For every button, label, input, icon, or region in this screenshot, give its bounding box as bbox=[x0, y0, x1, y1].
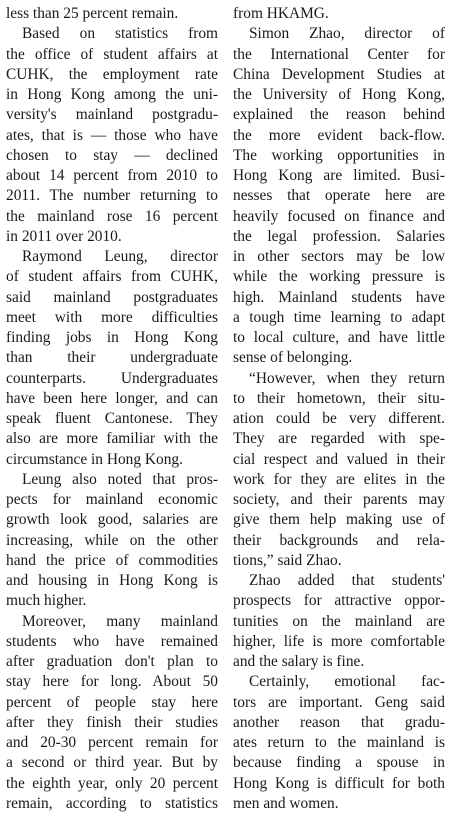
article-text-line: tors are important. Geng said bbox=[233, 693, 445, 711]
article-text-line: sense of belonging. bbox=[233, 349, 353, 367]
article-text-line: ation could be very different. bbox=[233, 410, 445, 427]
article-text-line: Based on statistics from bbox=[22, 25, 218, 43]
article-text-line: hand the price of commodities bbox=[6, 551, 218, 569]
article-text-line: versity's mainland postgradu- bbox=[6, 106, 218, 124]
article-text-line: Simon Zhao, director of bbox=[249, 25, 445, 43]
newspaper-article-page: less than 25 percent remain. Based on sta… bbox=[6, 5, 445, 812]
article-text-line: the University of Hong Kong, bbox=[233, 86, 445, 103]
article-text-line: than their undergraduate bbox=[6, 349, 218, 367]
article-text-line: in Hong Kong among the uni- bbox=[6, 86, 218, 103]
article-text-line: and 20-30 percent remain for bbox=[6, 734, 218, 751]
article-text-line: to their hometown, their situ- bbox=[233, 389, 445, 407]
article-text-line: cial respect and valued in their bbox=[233, 450, 445, 468]
article-text-line: higher, life is more comfortable bbox=[233, 632, 445, 650]
article-text-line: circumstance in Hong Kong. bbox=[6, 450, 183, 468]
article-text-line: Moreover, many mainland bbox=[22, 612, 218, 630]
article-text-line: remain, according to statistics bbox=[6, 794, 218, 812]
article-text-line: to local culture, and have little bbox=[233, 329, 445, 346]
article-text-line: 2011. The number returning to bbox=[6, 187, 218, 205]
article-text-line: the eighth year, only 20 percent bbox=[6, 774, 218, 792]
article-text-line: about 14 percent from 2010 to bbox=[6, 167, 218, 184]
article-text-line: pects for mainland economic bbox=[6, 491, 218, 508]
article-text-line: of student affairs from CUHK, bbox=[6, 268, 218, 286]
article-text-line: counterparts. Undergraduates bbox=[6, 369, 218, 387]
article-text-line: Leung also noted that pros- bbox=[22, 470, 218, 488]
article-text-line: Zhao added that students' bbox=[249, 572, 445, 589]
article-text-line: high. Mainland students have bbox=[233, 288, 445, 306]
article-column-right: from HKAMG. Simon Zhao, director of the In… bbox=[233, 4, 445, 814]
article-text-line: They are regarded with spe- bbox=[233, 430, 445, 448]
article-text-line: because finding a spouse in bbox=[233, 754, 445, 772]
article-text-line: finding jobs in Hong Kong bbox=[6, 329, 218, 346]
article-text-line: ates return to the mainland is bbox=[233, 734, 445, 751]
article-text-line: after graduation don't plan to bbox=[6, 653, 218, 670]
article-text-line: tions,” said Zhao. bbox=[233, 551, 342, 569]
article-text-line: in 2011 over 2010. bbox=[6, 227, 122, 245]
article-text-line: the office of student affairs at bbox=[6, 45, 218, 63]
article-text-line: increasing, while on the other bbox=[6, 531, 218, 549]
article-text-line: have been here longer, and can bbox=[6, 389, 218, 407]
article-text-line: men and women. bbox=[233, 794, 339, 812]
article-text-line: Raymond Leung, director bbox=[22, 248, 218, 265]
article-text-line: work for they are elites in the bbox=[233, 470, 445, 488]
article-text-line: in other sectors may be low bbox=[233, 248, 445, 265]
article-text-line: growth look good, salaries are bbox=[6, 511, 218, 529]
article-text-line: Hong Kong is difficult for both bbox=[233, 774, 445, 792]
article-text-line: and the salary is fine. bbox=[233, 653, 365, 670]
article-text-line: less than 25 percent remain. bbox=[6, 5, 179, 22]
article-text-line: give them help making use of bbox=[233, 511, 445, 529]
article-text-line: students who have remained bbox=[6, 632, 218, 650]
article-text-line: nesses that operate here are bbox=[233, 187, 445, 205]
article-text-line: also are more familiar with the bbox=[6, 430, 218, 448]
article-text-line: from HKAMG. bbox=[233, 5, 329, 22]
article-text-line: stay here for long. About 50 bbox=[6, 673, 218, 691]
article-text-line: prospects for attractive oppor- bbox=[233, 592, 445, 610]
article-text-line: speak fluent Cantonese. They bbox=[6, 410, 218, 427]
article-text-line: the International Center for bbox=[233, 45, 445, 63]
article-text-line: ates, that is — those who have bbox=[6, 126, 218, 144]
article-text-line: a tough time learning to adapt bbox=[233, 308, 445, 326]
article-text-line: explained the reason behind bbox=[233, 106, 445, 124]
article-text-line: the legal profession. Salaries bbox=[233, 227, 445, 245]
article-text-line: China Development Studies at bbox=[233, 65, 445, 83]
article-text-line: after they finish their studies bbox=[6, 713, 218, 731]
article-text-line: tunities on the mainland are bbox=[233, 612, 445, 630]
article-text-line: society, and their parents may bbox=[233, 491, 445, 508]
article-text-line: chosen to stay — declined bbox=[6, 146, 218, 164]
article-text-line: The working opportunities in bbox=[233, 146, 445, 164]
article-text-line: percent of people stay here bbox=[6, 693, 218, 711]
article-text-line: and housing in Hong Kong is bbox=[6, 572, 218, 589]
article-text-line: the more evident back-flow. bbox=[233, 126, 445, 144]
article-text-line: meet with more difficulties bbox=[6, 308, 218, 326]
article-text-line: CUHK, the employment rate bbox=[6, 65, 218, 83]
article-text-line: much higher. bbox=[6, 592, 87, 610]
article-text-line: Certainly, emotional fac- bbox=[249, 673, 445, 691]
article-text-line: heavily focused on finance and bbox=[233, 207, 445, 225]
article-text-line: while the working pressure is bbox=[233, 268, 445, 286]
article-text-line: their backgrounds and rela- bbox=[233, 531, 445, 549]
article-text-line: the mainland rose 16 percent bbox=[6, 207, 218, 225]
article-text-line: a second or third year. But by bbox=[6, 754, 218, 772]
article-text-line: Hong Kong are limited. Busi- bbox=[233, 167, 445, 184]
article-text-line: said mainland postgraduates bbox=[6, 288, 218, 306]
article-column-left: less than 25 percent remain. Based on sta… bbox=[6, 4, 218, 814]
article-text-line: “However, when they return bbox=[249, 369, 445, 387]
article-text-line: another reason that gradu- bbox=[233, 713, 445, 731]
